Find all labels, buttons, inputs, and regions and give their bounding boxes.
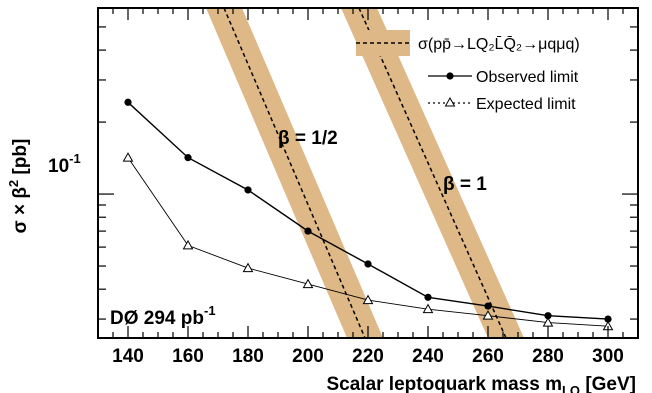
- observed-point: [424, 293, 432, 301]
- x-axis-title-unit: [GeV]: [580, 374, 636, 393]
- y-axis-title: σ × β2 [pb]: [6, 139, 31, 234]
- theory-band-2: [341, 8, 524, 338]
- observed-point: [364, 260, 372, 268]
- theory-band-centerline-1: [223, 8, 366, 338]
- y-axis-ticks: [98, 26, 638, 320]
- legend-expected-text: Expected limit: [476, 96, 576, 113]
- expected-point: [242, 262, 254, 273]
- x-axis-ticks: 140 160 180 200 220 240 260 280 300: [97, 8, 639, 367]
- expected-point: [122, 152, 134, 162]
- legend-expected-marker: [444, 96, 456, 107]
- theory-band-centerline-2: [358, 8, 507, 338]
- observed-point: [604, 315, 612, 323]
- legend-observed-text: Observed limit: [476, 69, 579, 86]
- observed-point: [124, 98, 132, 106]
- observed-point: [244, 186, 252, 194]
- x-axis-title: Scalar leptoquark mass mLQ [GeV]: [326, 374, 636, 393]
- observed-point: [544, 312, 552, 320]
- beta-half-label: β = 1/2: [278, 128, 338, 149]
- x-tick-label: 180: [232, 346, 264, 367]
- expected-point: [482, 310, 494, 320]
- expected-point: [422, 303, 434, 314]
- x-tick-label: 200: [292, 346, 324, 367]
- y-tick-label: 10-1: [48, 151, 81, 177]
- x-tick-label: 140: [112, 346, 144, 367]
- x-tick-label: 240: [412, 346, 444, 367]
- experiment-label: DØ 294 pb-1: [110, 303, 216, 329]
- x-tick-label: 280: [532, 346, 564, 367]
- y-axis-title-unit: [pb]: [10, 139, 31, 180]
- theory-band-1: [206, 8, 383, 338]
- x-axis-title-subscript: LQ: [562, 383, 580, 393]
- y-axis-title-superscript: 2: [6, 180, 21, 187]
- expected-point: [362, 294, 374, 305]
- theory-bands: [206, 8, 524, 338]
- series-line-observed: [127, 101, 609, 320]
- expected-point: [182, 239, 194, 250]
- observed-point: [304, 227, 312, 235]
- legend: σ(pp̄→LQ₂L̄Q̄₂→μqμq) Observed limit Expe…: [356, 30, 580, 113]
- x-tick-label: 300: [592, 346, 624, 367]
- x-tick-label: 220: [352, 346, 384, 367]
- x-tick-label: 260: [472, 346, 504, 367]
- legend-theory-text: σ(pp̄→LQ₂L̄Q̄₂→μqμq): [418, 36, 580, 53]
- beta-one-label: β = 1: [443, 174, 487, 195]
- y-tick-label-exponent: -1: [69, 151, 81, 166]
- observed-point: [484, 302, 492, 310]
- series-layer: [122, 98, 614, 331]
- experiment-label-superscript: -1: [204, 303, 216, 318]
- expected-point: [302, 278, 314, 289]
- observed-point: [184, 154, 192, 162]
- x-tick-label: 160: [172, 346, 204, 367]
- legend-observed-marker: [446, 72, 454, 80]
